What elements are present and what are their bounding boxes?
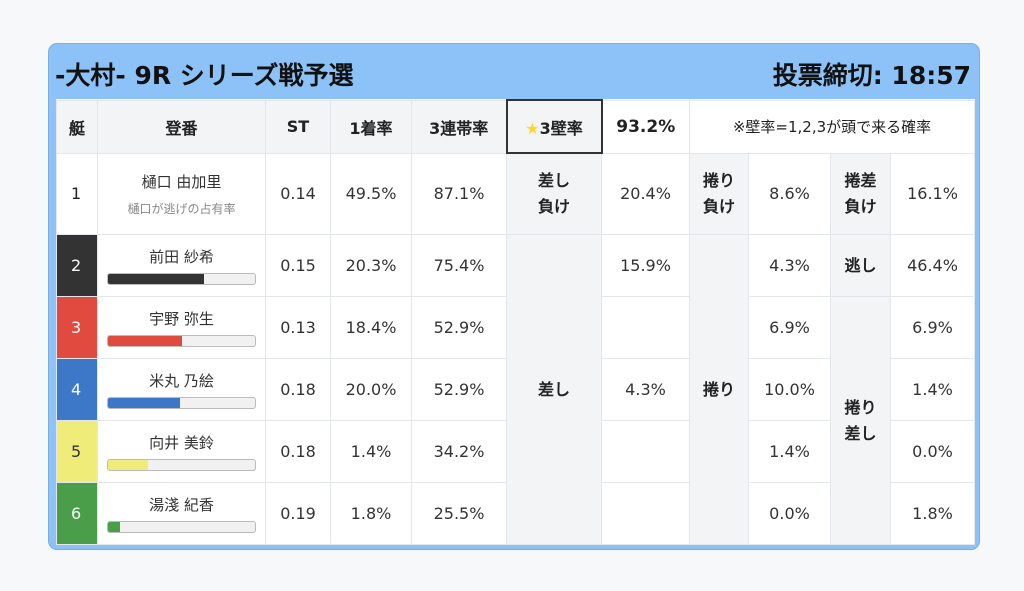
- label-nigashi: 逃し: [830, 234, 891, 297]
- race-title: -大村- 9R シリーズ戦予選: [55, 61, 354, 90]
- label-sashi-make: 差し負け: [506, 152, 602, 235]
- table-row: 1 樋口 由加里 樋口が逃げの占有率 0.14 49.5% 87.1% 差し負け …: [56, 152, 975, 235]
- top3-rate: 87.1%: [411, 152, 507, 235]
- value: 0.0%: [748, 482, 831, 545]
- col-top3: 3連帯率: [411, 99, 507, 154]
- value: 10.0%: [748, 358, 831, 421]
- top3-rate: 25.5%: [411, 482, 507, 545]
- value: 0.0%: [890, 420, 975, 483]
- label-makurisashi: 捲り差し: [830, 296, 891, 545]
- value: 1.4%: [748, 420, 831, 483]
- racer-cell[interactable]: 向井 美鈴: [97, 420, 266, 483]
- value: 8.6%: [748, 152, 831, 235]
- racer-cell[interactable]: 前田 紗希: [97, 234, 266, 297]
- boat-number: 6: [56, 482, 98, 545]
- boat-number: 4: [56, 358, 98, 421]
- label-makuri-make: 捲り負け: [689, 152, 749, 235]
- escape-rate-bar: [107, 273, 256, 285]
- st: 0.15: [265, 234, 331, 297]
- table-row: 6 湯淺 紀香 0.19 1.8% 25.5% 0.0% 1.8%: [56, 482, 975, 545]
- value: 1.8%: [890, 482, 975, 545]
- race-panel: -大村- 9R シリーズ戦予選 投票締切: 18:57 艇 登番 ST 1着率 …: [48, 43, 980, 550]
- top3-rate: 34.2%: [411, 420, 507, 483]
- star-icon: ★: [525, 118, 540, 138]
- racer-cell[interactable]: 米丸 乃絵: [97, 358, 266, 421]
- value: 6.9%: [748, 296, 831, 359]
- value: [601, 420, 690, 483]
- value: [601, 296, 690, 359]
- table-row: 2 前田 紗希 0.15 20.3% 75.4% 差し 15.9% 捲り 4.3% 逃し 4…: [56, 234, 975, 545]
- col-wall[interactable]: ★3壁率: [505, 99, 603, 154]
- value: 4.3%: [748, 234, 831, 297]
- top3-rate: 52.9%: [411, 358, 507, 421]
- racer-cell[interactable]: 宇野 弥生: [97, 296, 266, 359]
- col-name: 登番: [97, 99, 266, 154]
- col-boat: 艇: [56, 99, 98, 154]
- value: 20.4%: [601, 152, 690, 235]
- racer-cell[interactable]: 樋口 由加里 樋口が逃げの占有率: [97, 152, 266, 235]
- table-row: 3 宇野 弥生 0.13 18.4% 52.9% 6.9% 捲り差し 6.9%: [56, 296, 975, 545]
- col-win: 1着率: [330, 99, 412, 154]
- table-row: 5 向井 美鈴 0.18 1.4% 34.2% 1.4% 0.0%: [56, 420, 975, 483]
- boat-number: 3: [56, 296, 98, 359]
- win-rate: 49.5%: [330, 152, 412, 235]
- wall-value: 93.2%: [601, 99, 690, 154]
- header-row: 艇 登番 ST 1着率 3連帯率 ★3壁率 93.2% ※壁率=1,2,3が頭で…: [56, 99, 975, 154]
- value: 16.1%: [890, 152, 975, 235]
- boat-number: 5: [56, 420, 98, 483]
- value: 4.3%: [601, 358, 690, 421]
- win-rate: 20.3%: [330, 234, 412, 297]
- race-header: -大村- 9R シリーズ戦予選 投票締切: 18:57: [55, 54, 971, 94]
- wall-note: ※壁率=1,2,3が頭で来る確率: [689, 99, 975, 154]
- value: 15.9%: [601, 234, 690, 297]
- vote-deadline: 投票締切: 18:57: [772, 61, 971, 90]
- escape-rate-bar: [107, 335, 256, 347]
- label-makurisashi-make: 捲差負け: [830, 152, 891, 235]
- value: 46.4%: [890, 234, 975, 297]
- win-rate: 1.8%: [330, 482, 412, 545]
- racer-cell[interactable]: 湯淺 紀香: [97, 482, 266, 545]
- value: 1.4%: [890, 358, 975, 421]
- win-rate: 20.0%: [330, 358, 412, 421]
- label-sashi: 差し: [506, 234, 602, 545]
- st: 0.18: [265, 420, 331, 483]
- top3-rate: 52.9%: [411, 296, 507, 359]
- st: 0.18: [265, 358, 331, 421]
- boat-number: 2: [56, 234, 98, 297]
- value: [601, 482, 690, 545]
- win-rate: 18.4%: [330, 296, 412, 359]
- col-st: ST: [265, 99, 331, 154]
- escape-rate-bar: [107, 521, 256, 533]
- escape-rate-bar: [107, 459, 256, 471]
- st: 0.19: [265, 482, 331, 545]
- value: 6.9%: [890, 296, 975, 359]
- top3-rate: 75.4%: [411, 234, 507, 297]
- boat-number: 1: [56, 152, 98, 235]
- win-rate: 1.4%: [330, 420, 412, 483]
- label-makuri: 捲り: [689, 234, 749, 545]
- race-table: 艇 登番 ST 1着率 3連帯率 ★3壁率 93.2% ※壁率=1,2,3が頭で…: [56, 99, 975, 545]
- escape-rate-bar: [107, 397, 256, 409]
- table-row: 4 米丸 乃絵 0.18 20.0% 52.9% 4.3% 10.0% 1.4%: [56, 358, 975, 421]
- st: 0.14: [265, 152, 331, 235]
- st: 0.13: [265, 296, 331, 359]
